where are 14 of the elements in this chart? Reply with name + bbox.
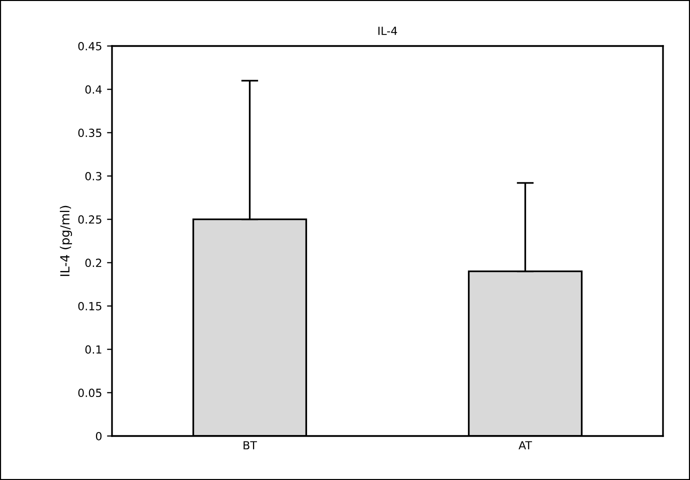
y-tick-label: 0.35 <box>78 128 102 138</box>
chart-title: IL-4 <box>378 26 398 35</box>
y-tick-label: 0.25 <box>78 215 102 224</box>
y-tick-label: 0.1 <box>85 345 102 354</box>
y-axis-title: IL-4 (pg/ml) <box>60 206 72 276</box>
x-tick-label: AT <box>518 441 532 450</box>
y-tick-label: 0.2 <box>85 258 102 268</box>
y-tick-label: 0.4 <box>85 85 102 94</box>
x-tick-label: BT <box>244 441 257 450</box>
y-tick-label: 0 <box>96 432 102 440</box>
y-tick-label: 0.3 <box>85 172 102 180</box>
y-tick-label: 0.05 <box>78 388 102 398</box>
y-tick-label: 0.45 <box>78 42 102 50</box>
y-tick-label: 0.15 <box>78 302 102 310</box>
